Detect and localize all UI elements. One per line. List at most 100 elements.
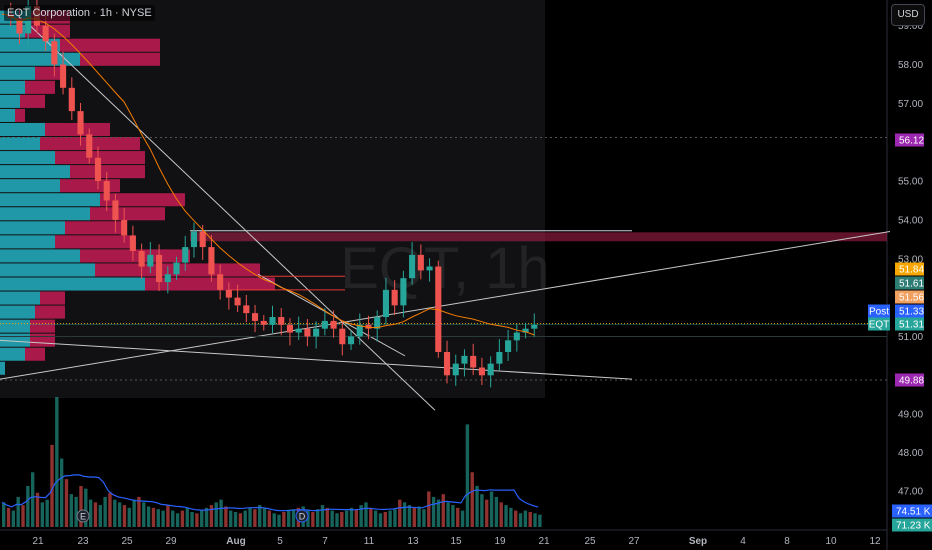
volume-bar (74, 496, 78, 527)
volume-bar (441, 494, 445, 527)
price-tag-value: 51.33 (899, 307, 924, 318)
candle-body (295, 328, 302, 333)
volume-bar (311, 511, 315, 527)
volume-bar (393, 509, 397, 527)
volume-bar (171, 510, 175, 527)
price-tag-name: EQT (869, 320, 890, 331)
y-tick-label: 57.00 (898, 99, 923, 110)
y-tick-label: 47.00 (898, 487, 923, 498)
candle-body (522, 328, 529, 333)
currency-button[interactable]: USD (891, 4, 925, 26)
price-tag-name: Post (869, 307, 889, 318)
volume-profile-down-bar (60, 179, 120, 193)
volume-bar (504, 505, 508, 527)
volume-tag: 71.23 K (892, 518, 932, 532)
volume-profile-up-bar (0, 319, 30, 333)
y-tick-label: 51.00 (898, 332, 923, 343)
volume-bar (132, 499, 136, 527)
volume-profile-up-bar (0, 80, 25, 94)
volume-bar (436, 499, 441, 527)
symbol-header[interactable]: EQT Corporation · 1h · NYSE (4, 5, 155, 21)
volume-profile-down-bar (55, 151, 145, 165)
volume-bar (26, 485, 30, 527)
volume-bar (69, 494, 74, 527)
x-tick-label: 25 (584, 536, 596, 547)
volume-profile-down-bar (55, 235, 130, 249)
candle-body (382, 289, 389, 318)
volume-bar (509, 507, 513, 527)
candle-body (513, 332, 520, 341)
candle-body (304, 328, 311, 337)
volume-bar (325, 507, 330, 527)
price-tag: 51.56 (895, 290, 924, 304)
volume-bar (79, 485, 83, 527)
volume-bar (117, 502, 122, 527)
volume-bar (11, 510, 16, 527)
x-tick-label: 15 (450, 536, 462, 547)
volume-bar (16, 496, 20, 527)
candle-body (461, 355, 468, 364)
candle-body (321, 320, 328, 329)
volume-bar (84, 488, 88, 527)
candle-body (435, 266, 442, 352)
y-tick-label: 49.00 (898, 410, 923, 421)
volume-bar (427, 491, 431, 527)
x-tick-label: 19 (494, 536, 506, 547)
volume-average-line (1, 474, 539, 512)
price-tag: 56.12 (895, 133, 924, 147)
volume-bar (344, 510, 349, 527)
trendline-rising (0, 231, 891, 380)
volume-bar (98, 505, 102, 527)
candle-body (339, 328, 346, 345)
volume-bar (514, 510, 518, 527)
volume-bar (151, 507, 156, 527)
x-tick-label: 21 (32, 536, 44, 547)
x-tick-label: 13 (407, 536, 419, 547)
volume-bar (446, 502, 450, 527)
y-tick-label: 48.00 (898, 448, 923, 459)
volume-bar (180, 510, 185, 527)
volume-bar (253, 509, 257, 527)
candle-body (182, 247, 189, 263)
volume-bar (388, 510, 392, 527)
watermark: EQT, 1h (340, 236, 550, 301)
volume-bar (219, 499, 223, 527)
candle-body (173, 262, 180, 275)
volume-profile-up-bar (0, 235, 55, 249)
candle-body (68, 87, 75, 112)
volume-bar (460, 510, 465, 527)
volume-bar (286, 510, 291, 527)
y-tick-label: 53.00 (898, 254, 923, 265)
volume-bar (243, 510, 247, 527)
dividend-marker (295, 509, 309, 523)
volume-bar (195, 513, 199, 527)
volume-bar (369, 507, 373, 527)
volume-bar (224, 506, 228, 527)
candle-body (426, 266, 433, 271)
x-tick-label: 7 (322, 536, 328, 547)
volume-tag-value: 74.51 K (896, 507, 931, 518)
candle-body (286, 324, 294, 333)
price-tag-value: 49.88 (899, 376, 924, 387)
volume-bar (359, 505, 363, 527)
volume-bar (146, 506, 151, 527)
volume-profile-down-bar (35, 66, 60, 80)
candle-body (443, 351, 451, 376)
volume-bar (113, 499, 117, 527)
volume-bar (489, 491, 494, 527)
volume-profile-up-bar (0, 207, 90, 221)
x-tick-label: 12 (869, 536, 881, 547)
volume-bar (335, 513, 339, 527)
volume-bar (238, 513, 243, 527)
price-tag-box (895, 262, 924, 276)
x-tick-label: 11 (364, 536, 375, 547)
volume-bar (142, 502, 146, 527)
candle-body (164, 274, 171, 283)
volume-bar (528, 511, 532, 527)
candle-body (129, 235, 136, 251)
x-tick-label: 21 (538, 536, 550, 547)
volume-bar (59, 458, 64, 527)
volume-bar (262, 507, 267, 527)
price-tag-value: 51.61 (899, 279, 924, 290)
